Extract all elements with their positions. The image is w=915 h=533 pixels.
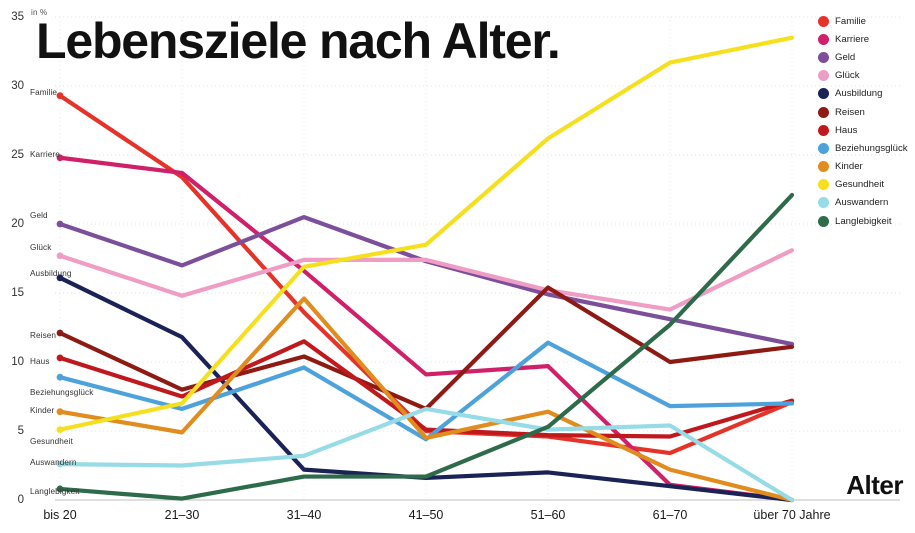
series-start-dot-11 — [56, 485, 64, 493]
y-axis-tick: 10 — [0, 356, 24, 374]
series-inline-label: Auswandern — [30, 458, 77, 467]
legend-item-label: Langlebigkeit — [835, 215, 892, 227]
legend-color-swatch-icon — [818, 197, 829, 209]
x-axis-tick-label: 21–30 — [164, 508, 200, 522]
y-axis-tick: 5 — [0, 425, 24, 443]
legend-item-label: Auswandern — [835, 197, 889, 209]
legend-item-kinder[interactable]: Kinder — [818, 158, 914, 176]
series-start-dot-1 — [56, 154, 64, 162]
y-axis-tick: 20 — [0, 218, 24, 236]
legend-item-label: Geld — [835, 51, 856, 63]
series-start-dot-10 — [56, 460, 64, 468]
series-start-dot-5 — [56, 329, 64, 337]
x-axis-title: Alter — [846, 470, 903, 500]
series-inline-label: Geld — [30, 211, 48, 220]
legend-item-label: Kinder — [835, 161, 863, 173]
series-start-dot-3 — [56, 252, 64, 260]
y-axis-tick-label: 30 — [11, 80, 24, 92]
series-inline-label: Haus — [30, 357, 50, 366]
series-start-dot-4 — [56, 274, 64, 282]
series-start-dot-8 — [56, 408, 64, 416]
series-line-3 — [57, 248, 795, 312]
legend-color-swatch-icon — [818, 15, 829, 27]
series-inline-label: Kinder — [30, 406, 55, 415]
series-lines — [57, 35, 795, 503]
legend-item-geld[interactable]: Geld — [818, 48, 914, 66]
page-title: Lebensziele nach Alter. — [36, 13, 561, 69]
series-inline-label: Karriere — [30, 150, 60, 159]
series-start-dot-7 — [56, 373, 64, 381]
legend-color-swatch-icon — [818, 161, 829, 173]
series-inline-label: Beziehungsglück — [30, 388, 94, 397]
series-inline-label: Reisen — [30, 331, 57, 340]
legend-item-gesundheit[interactable]: Gesundheit — [818, 176, 914, 194]
series-inline-label: Ausbildung — [30, 269, 72, 278]
legend-item-label: Ausbildung — [835, 88, 883, 100]
x-axis-tick-label: 51–60 — [530, 508, 566, 522]
y-axis-tick-label: 35 — [11, 11, 24, 23]
y-axis-tick-label: 15 — [11, 287, 24, 299]
legend-color-swatch-icon — [818, 179, 829, 191]
legend-color-swatch-icon — [818, 142, 829, 154]
series-line-9 — [57, 35, 795, 432]
legend-color-swatch-icon — [818, 70, 829, 82]
legend-item-reisen[interactable]: Reisen — [818, 103, 914, 121]
x-axis-tick-label: 41–50 — [408, 508, 444, 522]
y-axis-tick-label: 10 — [11, 356, 24, 368]
series-start-dot-2 — [56, 220, 64, 228]
x-axis-tick-label: 61–70 — [652, 508, 688, 522]
legend-item-label: Reisen — [835, 106, 865, 118]
legend-color-swatch-icon — [818, 88, 829, 100]
legend-item-langlebigkeit[interactable]: Langlebigkeit — [818, 212, 914, 230]
y-axis-tick: 30 — [0, 80, 24, 98]
legend-item-auswandern[interactable]: Auswandern — [818, 194, 914, 212]
legend-color-swatch-icon — [818, 124, 829, 136]
series-line-8 — [57, 296, 795, 503]
legend-item-ausbildung[interactable]: Ausbildung — [818, 85, 914, 103]
x-axis-tick-label: über 70 Jahre — [753, 508, 831, 522]
legend-color-swatch-icon — [818, 215, 829, 227]
legend-item-beziehungsglück[interactable]: Beziehungsglück — [818, 139, 914, 157]
legend-item-label: Haus — [835, 124, 858, 136]
y-axis-tick-label: 5 — [17, 425, 24, 437]
legend-item-familie[interactable]: Familie — [818, 12, 914, 30]
y-axis-tick: 35 — [0, 11, 24, 29]
legend-item-label: Beziehungsglück — [835, 142, 908, 154]
y-axis-tick-label: 20 — [11, 218, 24, 230]
series-inline-label: Gesundheit — [30, 437, 73, 446]
series-start-markers — [56, 92, 64, 493]
y-axis-tick: 25 — [0, 149, 24, 167]
legend-color-swatch-icon — [818, 33, 829, 45]
legend-item-haus[interactable]: Haus — [818, 121, 914, 139]
legend: Familie Karriere Geld Glück Ausbildung Reisen… — [818, 12, 914, 230]
y-axis-tick-label: 0 — [17, 494, 24, 506]
series-inline-label: Glück — [30, 243, 52, 252]
legend-item-label: Glück — [835, 70, 860, 82]
legend-item-karriere[interactable]: Karriere — [818, 30, 914, 48]
x-axis-tick-label: 31–40 — [286, 508, 322, 522]
legend-item-label: Familie — [835, 15, 866, 27]
series-start-dot-0 — [56, 92, 64, 100]
legend-color-swatch-icon — [818, 51, 829, 63]
series-inline-label: Familie — [30, 88, 58, 97]
legend-color-swatch-icon — [818, 106, 829, 118]
series-line-10 — [57, 406, 795, 503]
axis-unit-label: in % — [31, 8, 48, 17]
series-line-11 — [57, 192, 795, 501]
y-axis-tick-label: 25 — [11, 149, 24, 161]
legend-item-label: Gesundheit — [835, 179, 885, 191]
legend-item-label: Karriere — [835, 33, 870, 45]
legend-item-glück[interactable]: Glück — [818, 67, 914, 85]
y-axis-tick: 15 — [0, 287, 24, 305]
y-axis-tick: 0 — [0, 494, 24, 512]
x-axis-tick-label: bis 20 — [43, 508, 77, 522]
series-start-dot-9 — [56, 426, 64, 434]
series-line-6 — [57, 339, 795, 439]
series-inline-label: Langlebigkeit — [30, 487, 80, 496]
series-start-dot-6 — [56, 354, 64, 362]
